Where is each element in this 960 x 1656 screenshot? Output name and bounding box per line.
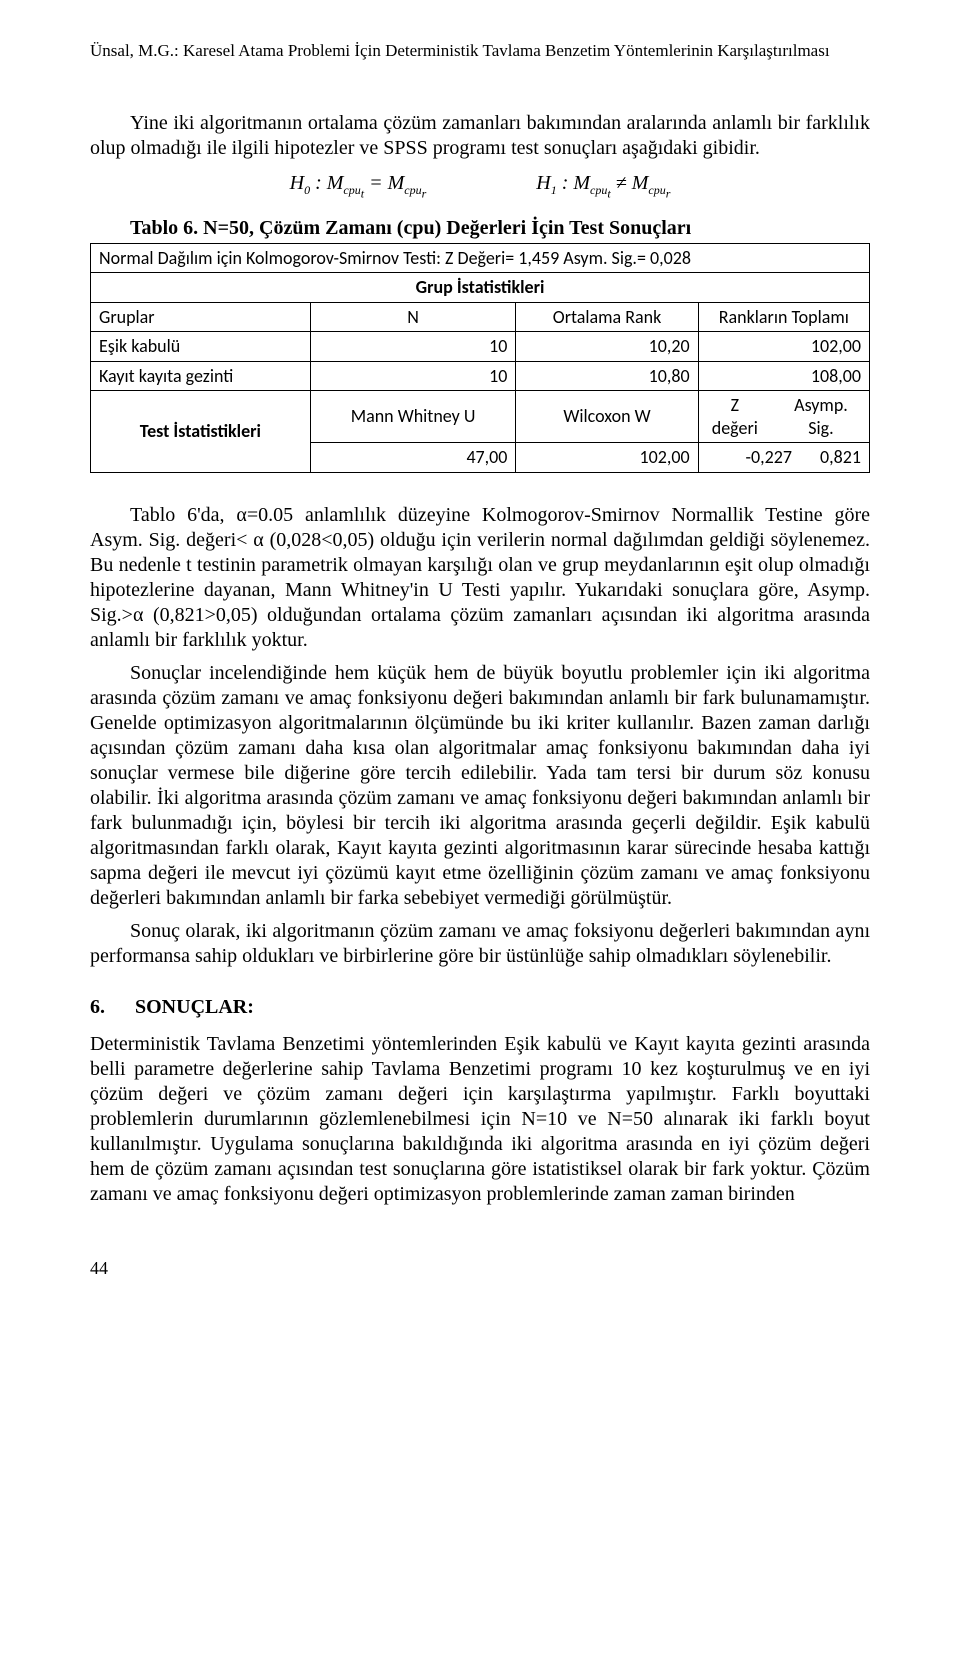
col-gruplar: Gruplar (91, 302, 311, 332)
discussion-para-3: Sonuç olarak, iki algoritmanın çözüm zam… (90, 919, 870, 969)
section-number: 6. (90, 995, 105, 1020)
stat-val-asig: 0,821 (820, 446, 861, 469)
table-row-rank: 10,80 (516, 361, 698, 391)
table-row-n: 10 (310, 361, 516, 391)
table-row-label: Eşik kabulü (91, 332, 311, 362)
stat-col-w: Wilcoxon W (516, 391, 698, 443)
running-header: Ünsal, M.G.: Karesel Atama Problemi İçin… (90, 40, 870, 61)
stat-col-asig: Asymp. Sig. (781, 394, 861, 439)
stat-val-w: 102,00 (516, 443, 698, 473)
stat-col-mw: Mann Whitney U (310, 391, 516, 443)
table-row-rank: 10,20 (516, 332, 698, 362)
col-ortalama: Ortalama Rank (516, 302, 698, 332)
discussion-para-1: Tablo 6'da, α=0.05 anlamlılık düzeyine K… (90, 503, 870, 653)
test-ist-label: Test İstatistikleri (91, 391, 311, 473)
table6-title: Tablo 6. N=50, Çözüm Zamanı (cpu) Değerl… (90, 216, 870, 241)
sonuclar-paragraph: Deterministik Tavlama Benzetimi yöntemle… (90, 1032, 870, 1207)
table-row-label: Kayıt kayıta gezinti (91, 361, 311, 391)
stat-val-mw: 47,00 (310, 443, 516, 473)
table-row-sum: 108,00 (698, 361, 869, 391)
section-title: SONUÇLAR: (135, 995, 254, 1020)
stat-val-z: -0,227 (746, 446, 793, 469)
table-row-sum: 102,00 (698, 332, 869, 362)
page-number: 44 (90, 1257, 870, 1280)
formula-h0: H0 : Mcput = Mcpur (290, 171, 427, 201)
hypothesis-formulas: H0 : Mcput = Mcpur H1 : Mcput ≠ Mcpur (90, 171, 870, 201)
table6-group-header: Grup İstatistikleri (91, 273, 870, 303)
table6-ks-line: Normal Dağılım için Kolmogorov-Smirnov T… (91, 243, 870, 273)
section-6-heading: 6. SONUÇLAR: (90, 995, 870, 1020)
intro-paragraph: Yine iki algoritmanın ortalama çözüm zam… (90, 111, 870, 161)
discussion-para-2: Sonuçlar incelendiğinde hem küçük hem de… (90, 661, 870, 911)
stat-col-z: Z değeri (707, 394, 763, 439)
col-n: N (310, 302, 516, 332)
table-row-n: 10 (310, 332, 516, 362)
table6: Normal Dağılım için Kolmogorov-Smirnov T… (90, 243, 870, 473)
formula-h1: H1 : Mcput ≠ Mcpur (536, 171, 670, 201)
col-toplam: Rankların Toplamı (698, 302, 869, 332)
